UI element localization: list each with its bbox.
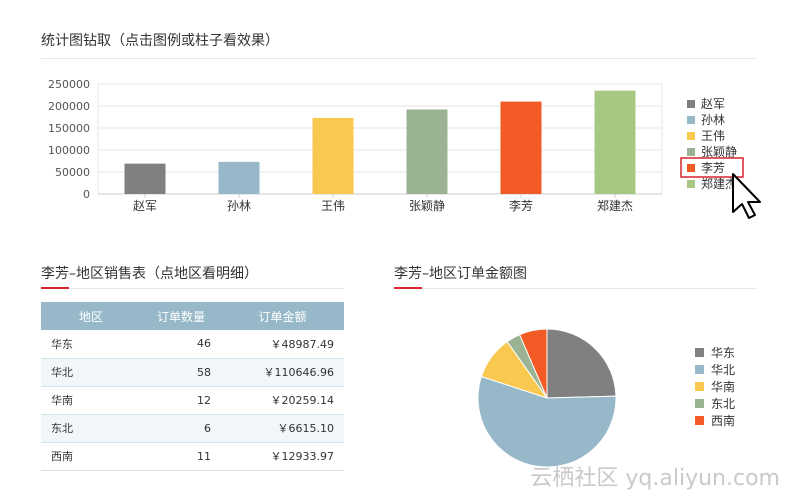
sales-table-title: 李芳–地区销售表（点地区看明细） [41,266,258,282]
legend-label[interactable]: 李芳 [701,160,725,175]
legend-label[interactable]: 孙林 [701,113,725,127]
watermark-text: 云栖社区 yq.aliyun.com [530,466,780,491]
table-row[interactable]: 东北 6 ￥6615.10 [41,414,344,442]
count-cell: 6 [204,421,211,435]
pie-legend-label[interactable]: 东北 [711,397,736,411]
y-tick-label: 50000 [55,166,90,179]
pie-legend-item[interactable]: 西南 [695,412,735,429]
table-row[interactable]: 华东 46 ￥48987.49 [41,330,344,358]
bar[interactable] [406,109,448,194]
pie-divider [394,288,757,289]
pie-legend-item[interactable]: 东北 [695,395,735,412]
bar[interactable] [218,161,260,194]
legend-swatch [687,116,695,124]
legend-label[interactable]: 王伟 [701,129,725,143]
pie-legend-item[interactable]: 华南 [695,378,735,395]
count-cell: 12 [197,393,211,407]
pie-chart-title: 李芳–地区订单金额图 [394,266,527,282]
region-cell[interactable]: 东北 [51,422,73,435]
legend-swatch [687,100,695,108]
amount-cell: ￥110646.96 [263,366,335,379]
y-tick-label: 200000 [48,100,90,113]
x-tick-label: 郑建杰 [597,198,633,213]
amount-cell: ￥6615.10 [277,422,335,435]
x-tick-label: 孙林 [227,199,251,213]
bar-chart-title: 统计图钻取（点击图例或柱子看效果） [41,33,279,49]
table-divider [41,288,344,289]
pie-slice[interactable] [518,328,548,399]
table-title-accent [41,287,69,289]
sales-table: 地区 订单数量 订单金额 华东 46 ￥48987.49 华北 58 ￥1106… [41,302,344,471]
y-tick-label: 250000 [48,78,90,91]
bar-legend-item[interactable]: 李芳 [680,157,744,178]
bar-legend-item[interactable]: 张颖静 [687,145,737,159]
pie-slice[interactable] [477,375,617,468]
y-tick-label: 150000 [48,122,90,135]
legend-swatch [687,180,695,188]
pie-legend-item[interactable]: 华东 [695,344,735,361]
x-tick-label: 赵军 [133,199,157,213]
region-cell[interactable]: 华南 [51,394,73,407]
region-cell[interactable]: 华东 [51,337,73,351]
table-header-row: 地区 订单数量 订单金额 [41,302,344,330]
pie-legend-label[interactable]: 华东 [711,346,736,360]
col-header-amount: 订单金额 [258,309,307,324]
legend-highlight [680,157,744,178]
mouse-cursor-icon [732,173,761,219]
col-header-region: 地区 [78,309,103,324]
pie-legend-label[interactable]: 华南 [711,380,736,394]
bar[interactable] [594,90,636,194]
count-cell: 11 [197,449,211,463]
legend-swatch [695,365,704,374]
legend-swatch [695,416,704,425]
legend-swatch [695,348,704,357]
count-cell: 46 [197,337,211,351]
amount-cell: ￥12933.97 [270,450,335,463]
pie-legend-label[interactable]: 华北 [711,363,736,377]
x-tick-label: 李芳 [509,198,533,213]
legend-label[interactable]: 张颖静 [701,145,737,159]
bar-legend-item[interactable]: 王伟 [687,129,725,143]
y-tick-label: 100000 [48,144,90,157]
top-divider [41,58,757,59]
bar-chart: 050000100000150000200000250000赵军 孙林 王伟 张颖静李… [48,78,761,219]
amount-cell: ￥20259.14 [270,394,335,407]
y-tick-label: 0 [83,188,90,201]
bar[interactable] [124,163,166,194]
legend-label[interactable]: 赵军 [701,97,725,111]
pie-legend: 华东华北华南东北西南 [695,344,735,429]
table-row[interactable]: 西南 11 ￥12933.97 [41,442,344,470]
table-row[interactable]: 华北 58 ￥110646.96 [41,358,344,386]
region-cell[interactable]: 华北 [51,366,73,379]
bar[interactable] [312,117,354,194]
legend-swatch [687,148,695,156]
bar-legend-item[interactable]: 郑建杰 [687,176,737,191]
bar-legend-item[interactable]: 赵军 [687,97,725,111]
x-tick-label: 张颖静 [409,199,445,213]
x-tick-label: 王伟 [321,199,345,213]
bar[interactable] [500,101,542,194]
legend-label[interactable]: 郑建杰 [701,176,737,191]
legend-swatch [695,382,704,391]
legend-swatch [695,399,704,408]
pie-title-accent [394,287,422,289]
count-cell: 58 [197,365,211,379]
pie-legend-label[interactable]: 西南 [711,414,736,428]
table-row[interactable]: 华南 12 ￥20259.14 [41,386,344,414]
legend-swatch [687,164,695,172]
amount-cell: ￥48987.49 [270,337,335,351]
bar-legend-item[interactable]: 孙林 [687,113,725,127]
col-header-count: 订单数量 [156,309,205,324]
pie-chart [477,328,617,468]
region-cell[interactable]: 西南 [51,450,73,463]
pie-legend-item[interactable]: 华北 [695,361,735,378]
pie-slice[interactable] [546,328,617,399]
legend-swatch [687,132,695,140]
